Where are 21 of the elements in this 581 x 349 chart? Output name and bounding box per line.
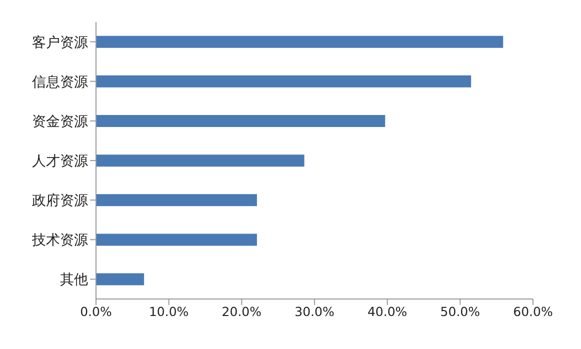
y-tick-label: 其他 — [60, 272, 88, 288]
bar — [96, 234, 257, 246]
bar — [96, 273, 144, 286]
bar — [96, 194, 257, 206]
y-tick-label: 资金资源 — [32, 114, 88, 130]
y-tick-label: 客户资源 — [32, 34, 88, 51]
x-tick-label: 50.0% — [440, 304, 480, 319]
bar — [96, 154, 304, 167]
x-tick-label: 30.0% — [294, 304, 334, 319]
y-tick-label: 人才资源 — [32, 153, 88, 170]
bar — [96, 75, 472, 88]
y-tick-label: 信息资源 — [32, 74, 88, 90]
x-tick-label: 40.0% — [367, 304, 408, 319]
x-tick-label: 10.0% — [148, 304, 189, 319]
x-tick-label: 20.0% — [222, 304, 262, 319]
x-tick-label: 60.0% — [513, 304, 553, 319]
y-tick-label: 技术资源 — [31, 232, 88, 249]
bar — [96, 36, 504, 48]
x-tick-label: 0.0% — [80, 304, 112, 319]
y-tick-label: 政府资源 — [32, 193, 88, 210]
bar — [96, 114, 386, 127]
